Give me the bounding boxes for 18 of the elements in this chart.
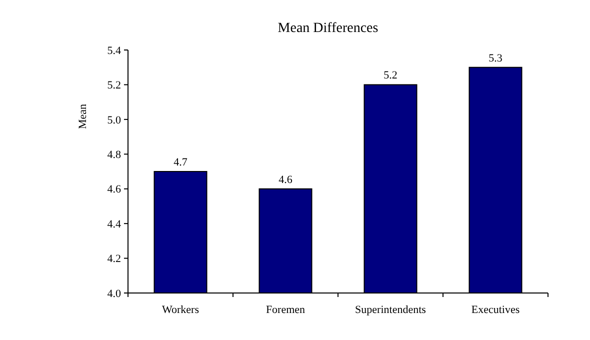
y-tick-label: 4.8 <box>107 148 122 161</box>
y-tick-label: 4.4 <box>107 218 122 230</box>
y-tick-label: 4.0 <box>107 288 122 300</box>
y-axis-title: Mean <box>77 103 89 130</box>
y-tick-label: 5.2 <box>107 80 121 92</box>
data-label: 4.7 <box>174 156 188 168</box>
y-tick-label: 4.2 <box>107 253 121 266</box>
x-tick-label: Foremen <box>266 304 306 316</box>
x-tick-label: Superintendents <box>355 304 426 316</box>
y-tick-label: 5.4 <box>107 44 122 57</box>
y-tick-label: 4.6 <box>107 184 122 196</box>
data-label: 5.2 <box>384 70 398 82</box>
data-label: 4.6 <box>278 174 293 186</box>
y-tick-label: 5.0 <box>107 114 122 126</box>
chart-title: Mean Differences <box>278 21 378 36</box>
data-label: 5.3 <box>488 52 503 64</box>
x-tick-label: Executives <box>471 304 520 316</box>
x-tick-label: Workers <box>162 304 199 316</box>
